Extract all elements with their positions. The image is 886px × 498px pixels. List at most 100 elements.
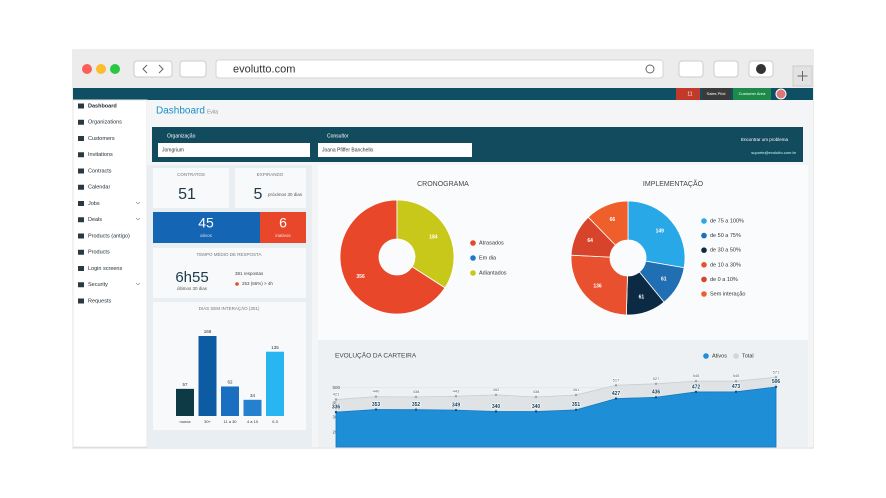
nav-buttons[interactable] bbox=[133, 60, 173, 78]
point bbox=[694, 379, 698, 383]
data-label: 61 bbox=[639, 295, 645, 301]
menu-item[interactable]: Login screens bbox=[88, 266, 122, 272]
pie-slice bbox=[627, 200, 686, 269]
minimize-button[interactable] bbox=[96, 64, 106, 74]
legend-label: de 30 a 50% bbox=[710, 248, 741, 254]
point bbox=[374, 408, 378, 411]
x-tick-label: 11 a 30 bbox=[223, 419, 237, 424]
data-label: 64 bbox=[587, 238, 593, 244]
menu-icon bbox=[78, 168, 84, 174]
legend-label: Atrasados bbox=[479, 240, 504, 246]
legend-marker bbox=[701, 218, 707, 224]
point bbox=[774, 376, 778, 379]
bar bbox=[176, 388, 194, 416]
card-note: ativos bbox=[200, 233, 213, 238]
share-button[interactable] bbox=[678, 60, 704, 78]
page-subtitle: Evita bbox=[207, 109, 218, 115]
data-label: 57 bbox=[182, 382, 188, 387]
card bbox=[235, 168, 306, 208]
menu-icon bbox=[78, 184, 84, 190]
bar bbox=[243, 399, 262, 416]
bar bbox=[198, 336, 217, 416]
legend-label: Adiantados bbox=[479, 270, 507, 276]
data-label: 168 bbox=[204, 329, 212, 334]
filter-value: Joana Pfiffer Banchello bbox=[322, 147, 374, 153]
zoom-button[interactable] bbox=[110, 64, 120, 74]
menu-item[interactable]: Customers bbox=[88, 136, 115, 142]
consultant-select[interactable] bbox=[318, 143, 472, 157]
menu-item[interactable]: Contracts bbox=[88, 168, 112, 174]
data-label: 353 bbox=[372, 402, 381, 408]
menu-item[interactable]: Organizations bbox=[88, 120, 122, 126]
point bbox=[494, 393, 498, 397]
legend-label: de 10 a 30% bbox=[710, 262, 741, 268]
data-label: 351 bbox=[572, 402, 581, 408]
data-label: 62 bbox=[227, 380, 233, 385]
data-label: 340 bbox=[532, 404, 541, 410]
point bbox=[614, 397, 618, 400]
legend-marker bbox=[733, 353, 739, 359]
data-label: 438 bbox=[413, 389, 420, 394]
data-label: 61 bbox=[661, 276, 667, 282]
legend-label: Ativos bbox=[712, 353, 727, 359]
nav-arrows bbox=[142, 64, 164, 74]
close-button[interactable] bbox=[82, 64, 92, 74]
data-label: 452 bbox=[493, 387, 500, 392]
reload-icon[interactable] bbox=[645, 64, 655, 74]
legend-marker bbox=[470, 240, 476, 246]
data-label: 517 bbox=[613, 377, 620, 382]
point bbox=[414, 408, 418, 411]
menu-icon bbox=[78, 152, 84, 158]
data-label: 545 bbox=[733, 373, 740, 378]
point bbox=[654, 396, 658, 399]
page-title: Dashboard bbox=[156, 106, 205, 117]
legend-marker bbox=[470, 255, 476, 261]
menu-item[interactable]: Requests bbox=[88, 298, 111, 304]
help-link[interactable]: Encontrar um problema bbox=[741, 137, 789, 142]
menu-item[interactable]: Products bbox=[88, 250, 110, 256]
y-tick-label: 500 bbox=[332, 385, 340, 390]
menu-item[interactable]: Security bbox=[88, 282, 108, 288]
card bbox=[153, 248, 306, 298]
data-label: 184 bbox=[429, 234, 438, 240]
data-label: 34 bbox=[250, 393, 256, 398]
legend-marker bbox=[701, 247, 707, 253]
point bbox=[734, 379, 738, 383]
notification-badge[interactable] bbox=[676, 88, 700, 100]
response-count: 381 respostas bbox=[235, 271, 264, 276]
legend-label: de 75 a 100% bbox=[710, 218, 744, 224]
point bbox=[654, 382, 658, 386]
menu-item[interactable]: Deals bbox=[88, 217, 102, 223]
legend-marker bbox=[701, 291, 707, 297]
response-late: 253 (66%) > 4h bbox=[242, 281, 273, 286]
point bbox=[734, 390, 738, 393]
data-label: 440 bbox=[373, 389, 380, 394]
card-note: últimos 30 dias bbox=[177, 286, 208, 291]
legend-marker bbox=[701, 276, 707, 283]
url-field[interactable] bbox=[215, 59, 664, 79]
legend-marker bbox=[701, 262, 707, 268]
card-value: 45 bbox=[198, 215, 214, 231]
org-select[interactable] bbox=[158, 143, 310, 157]
menu-item[interactable]: Jobs bbox=[88, 201, 100, 207]
menu-icon bbox=[78, 217, 84, 223]
tabs-button[interactable] bbox=[713, 60, 739, 78]
avatar[interactable] bbox=[775, 88, 787, 100]
point bbox=[574, 408, 578, 412]
sidebar-toggle[interactable] bbox=[179, 60, 207, 78]
menu-item[interactable]: Calendar bbox=[88, 185, 110, 191]
menu-item[interactable]: Products (antigo) bbox=[88, 233, 130, 239]
point bbox=[534, 410, 538, 413]
menu-item[interactable]: Dashboard bbox=[88, 103, 117, 109]
card-note: inativos bbox=[275, 233, 291, 238]
point bbox=[614, 384, 618, 387]
app-switch[interactable] bbox=[733, 88, 771, 100]
data-label: 356 bbox=[356, 274, 365, 280]
app-switch[interactable] bbox=[702, 88, 731, 100]
chart-title: EVOLUÇÃO DA CARTEIRA bbox=[335, 351, 417, 360]
app-name: Sales Pilot bbox=[707, 91, 727, 96]
menu-item[interactable]: Invitations bbox=[88, 152, 113, 158]
point bbox=[494, 410, 498, 413]
data-label: 336 bbox=[332, 404, 341, 410]
